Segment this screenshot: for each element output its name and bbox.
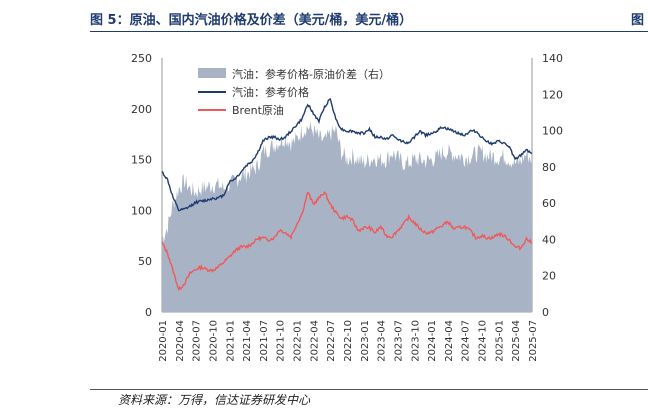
x-tick-label: 2023-07 xyxy=(393,320,404,362)
brent-line xyxy=(161,190,533,292)
x-tick-label-group: 2022-04 xyxy=(309,320,320,362)
x-tick-label: 2022-04 xyxy=(309,320,320,362)
x-tick-label: 2023-10 xyxy=(410,320,421,362)
right-tick-label: 0 xyxy=(542,306,549,319)
left-tick-label: 250 xyxy=(131,52,152,65)
left-tick-label: 200 xyxy=(131,103,152,116)
x-tick-label-group: 2023-01 xyxy=(360,320,371,362)
footer-rule xyxy=(90,389,648,390)
x-tick-label-group: 2021-01 xyxy=(225,320,236,362)
x-tick-label-group: 2024-01 xyxy=(427,320,438,362)
legend-label: 汽油：参考价格 xyxy=(232,85,309,99)
x-tick-label: 2022-01 xyxy=(293,320,304,362)
right-tick-label: 140 xyxy=(542,52,563,65)
right-tick-label: 100 xyxy=(542,125,563,138)
legend-label: 汽油：参考价格-原油价差（右） xyxy=(232,67,390,81)
left-axis-labels: 0 50 100 150 200 250 xyxy=(131,52,152,319)
x-tick-label-group: 2023-07 xyxy=(393,320,404,362)
x-tick-label: 2025-01 xyxy=(494,320,505,362)
x-tick-label-group: 2021-07 xyxy=(259,320,270,362)
x-tick-label-group: 2024-04 xyxy=(444,320,455,362)
gasoline-line xyxy=(161,97,533,212)
source-note: 资料来源：万得，信达证券研发中心 xyxy=(118,393,311,407)
corner-mark: 图 xyxy=(630,13,644,28)
x-tick-label-group: 2021-10 xyxy=(276,320,287,362)
legend-label: Brent原油 xyxy=(232,103,284,117)
x-tick-label: 2021-04 xyxy=(242,320,253,362)
left-tick-label: 50 xyxy=(138,255,152,268)
x-tick-label-group: 2020-07 xyxy=(192,320,203,362)
x-tick-label-group: 2025-07 xyxy=(528,320,539,362)
x-tick-label: 2021-07 xyxy=(259,320,270,362)
x-tick-label-group: 2021-04 xyxy=(242,320,253,362)
right-tick-label: 60 xyxy=(542,197,556,210)
x-tick-label-group: 2023-04 xyxy=(377,320,388,362)
x-tick-label: 2020-10 xyxy=(208,320,219,362)
x-tick-label-group: 2022-01 xyxy=(293,320,304,362)
x-tick-label: 2024-07 xyxy=(461,320,472,362)
x-tick-label: 2023-04 xyxy=(377,320,388,362)
right-tick-label: 80 xyxy=(542,161,556,174)
x-tick-label-group: 2024-07 xyxy=(461,320,472,362)
x-tick-label: 2020-04 xyxy=(175,320,186,362)
x-tick-label-group: 2024-10 xyxy=(478,320,489,362)
x-tick-label: 2024-10 xyxy=(478,320,489,362)
x-tick-label: 2025-04 xyxy=(511,320,522,362)
right-tick-label: 120 xyxy=(542,88,563,101)
left-tick-label: 150 xyxy=(131,154,152,167)
left-tick-label: 100 xyxy=(131,204,152,217)
x-tick-label-group: 2020-01 xyxy=(158,320,169,362)
x-tick-label: 2020-01 xyxy=(158,320,169,362)
x-tick-label-group: 2025-01 xyxy=(494,320,505,362)
plot-area xyxy=(161,58,533,313)
x-tick-label-group: 2020-10 xyxy=(208,320,219,362)
x-tick-label: 2023-01 xyxy=(360,320,371,362)
x-tick-label-group: 2025-04 xyxy=(511,320,522,362)
figure-title: 图 5：原油、国内汽油价格及价差（美元/桶，美元/桶） xyxy=(90,13,413,28)
x-axis-labels: 2020-01 2020-04 2020-07 2020-10 2021-01 2021-… xyxy=(158,320,539,362)
right-axis-labels: 0 20 40 60 80 100 120 140 xyxy=(542,52,563,319)
x-tick-label: 2025-07 xyxy=(528,320,539,362)
x-tick-label-group: 2022-07 xyxy=(326,320,337,362)
legend-swatch-spread xyxy=(198,68,226,78)
title-rule xyxy=(90,31,648,32)
x-tick-label-group: 2022-10 xyxy=(343,320,354,362)
x-tick-label: 2020-07 xyxy=(192,320,203,362)
right-tick-label: 40 xyxy=(542,233,556,246)
legend: 汽油：参考价格-原油价差（右） 汽油：参考价格 Brent原油 xyxy=(198,67,390,117)
x-tick-label-group: 2023-10 xyxy=(410,320,421,362)
x-tick-label: 2021-01 xyxy=(225,320,236,362)
x-tick-label: 2024-01 xyxy=(427,320,438,362)
x-tick-label: 2021-10 xyxy=(276,320,287,362)
x-tick-label: 2024-04 xyxy=(444,320,455,362)
left-tick-label: 0 xyxy=(145,306,152,319)
x-tick-label: 2022-07 xyxy=(326,320,337,362)
x-tick-label-group: 2020-04 xyxy=(175,320,186,362)
x-tick-label: 2022-10 xyxy=(343,320,354,362)
right-tick-label: 20 xyxy=(542,270,556,283)
